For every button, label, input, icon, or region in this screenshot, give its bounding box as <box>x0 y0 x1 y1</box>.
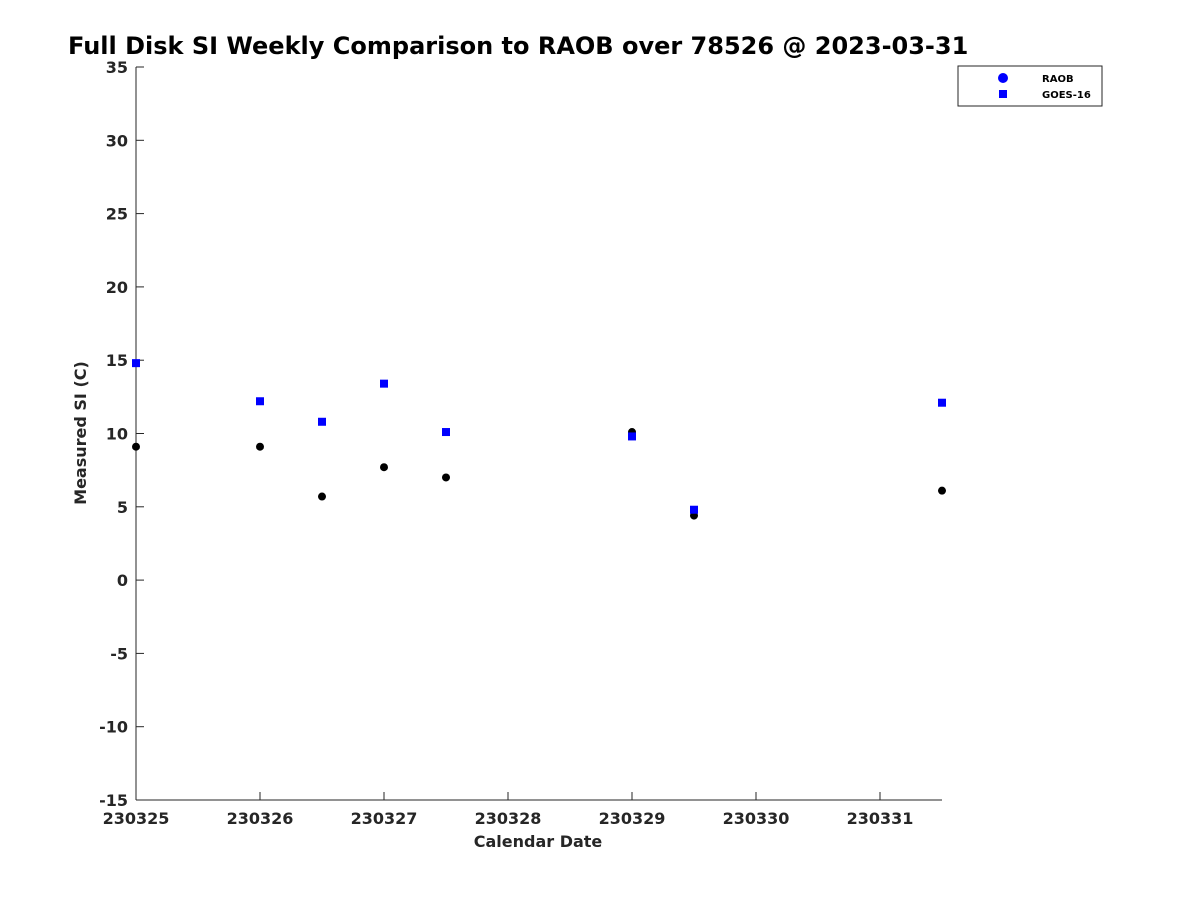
data-point-square <box>938 398 946 407</box>
data-point-square <box>256 397 264 406</box>
data-point-circle <box>938 486 946 495</box>
data-point-square <box>442 428 450 437</box>
y-tick-label: 25 <box>106 205 128 224</box>
data-point-square <box>318 417 326 426</box>
legend: RAOB GOES-16 <box>957 65 1103 107</box>
data-point-square <box>380 379 388 388</box>
x-tick-label: 230328 <box>475 809 542 828</box>
data-point-square <box>132 359 140 368</box>
x-axis-label: Calendar Date <box>474 832 603 851</box>
x-tick-label: 230329 <box>599 809 666 828</box>
data-marks <box>132 359 946 520</box>
x-tick-label: 230331 <box>847 809 914 828</box>
x-tick-label: 230326 <box>227 809 294 828</box>
y-tick-label: 5 <box>117 498 128 517</box>
y-tick-label: 30 <box>106 131 128 150</box>
x-tick-label: 230325 <box>103 809 170 828</box>
legend-label: RAOB <box>1042 74 1074 85</box>
y-axis-label: Measured SI (C) <box>71 361 90 505</box>
series-raob <box>132 428 946 520</box>
y-tick-label: -5 <box>110 644 128 663</box>
y-tick-label: -15 <box>99 791 128 810</box>
legend-marker-circle <box>998 73 1008 83</box>
x-tick-label: 230330 <box>723 809 790 828</box>
y-tick-label: 10 <box>106 425 128 444</box>
y-tick-label: 0 <box>117 571 128 590</box>
legend-box <box>957 65 1103 107</box>
y-tick-label: 20 <box>106 278 128 297</box>
y-tick-label: -10 <box>99 718 128 737</box>
data-point-circle <box>380 463 388 472</box>
data-point-circle <box>132 442 140 451</box>
data-point-circle <box>256 442 264 451</box>
y-tick-label: 15 <box>106 351 128 370</box>
chart-title: Full Disk SI Weekly Comparison to RAOB o… <box>68 32 968 60</box>
data-point-circle <box>442 473 450 482</box>
series-goes-16 <box>132 359 946 514</box>
data-point-square <box>690 505 698 514</box>
axes: -15 -10 -5 0 5 10 15 20 25 30 35 230325 230326 230327… <box>99 58 942 828</box>
x-tick-label: 230327 <box>351 809 418 828</box>
legend-marker-square <box>999 90 1007 98</box>
y-tick-label: 35 <box>106 58 128 77</box>
data-point-circle <box>318 492 326 501</box>
legend-label: GOES-16 <box>1042 90 1091 101</box>
data-point-square <box>628 432 636 441</box>
